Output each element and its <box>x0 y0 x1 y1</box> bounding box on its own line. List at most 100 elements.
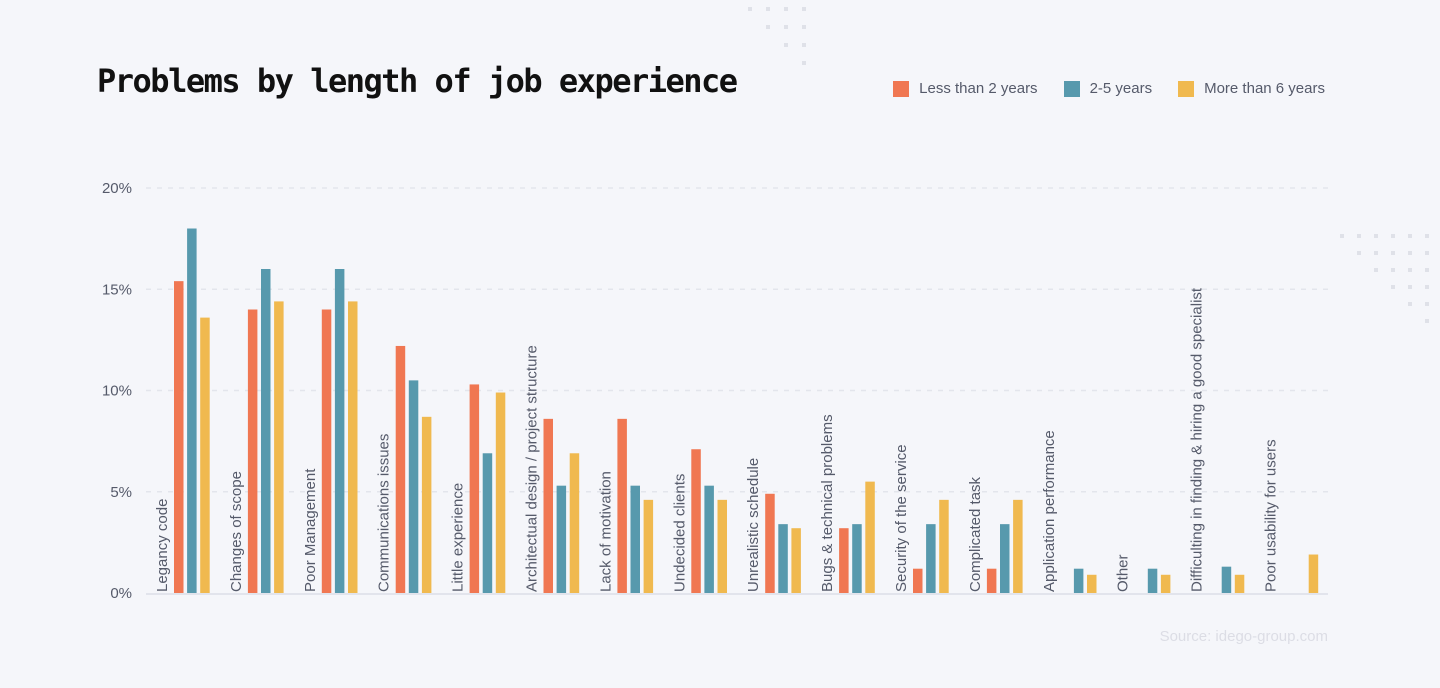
legend-item: More than 6 years <box>1178 80 1325 97</box>
legend-swatch <box>893 80 910 97</box>
bar <box>187 228 197 593</box>
decorative-dot <box>1408 285 1412 289</box>
legend-swatch <box>1063 80 1080 97</box>
decorative-dot <box>766 25 770 29</box>
decorative-dot <box>1408 268 1412 272</box>
bar <box>200 317 210 593</box>
decorative-dot <box>1408 251 1412 255</box>
bar <box>1234 574 1245 593</box>
bar <box>778 524 788 593</box>
x-category-label: Bugs & technical problems <box>819 414 836 592</box>
decorative-dot <box>1425 234 1429 238</box>
bar <box>617 418 627 593</box>
bar <box>865 481 875 593</box>
decorative-dot <box>1391 251 1395 255</box>
decorative-dot <box>1374 268 1378 272</box>
bar <box>247 309 258 593</box>
bar <box>334 269 345 593</box>
bar <box>482 453 493 593</box>
decorative-dot <box>802 7 806 11</box>
bar <box>569 453 580 593</box>
bar <box>839 528 849 593</box>
bar <box>1221 566 1232 593</box>
x-category-label: Legancy code <box>154 499 171 592</box>
bar <box>1013 499 1023 593</box>
x-category-label: Architectual design / project structure <box>524 345 541 592</box>
decorative-dot <box>784 7 788 11</box>
bar <box>691 449 701 593</box>
bar <box>395 345 406 593</box>
bar <box>261 269 271 593</box>
bar <box>986 568 997 593</box>
legend-label: More than 6 years <box>1204 80 1325 97</box>
decorative-dot <box>766 7 770 11</box>
decorative-dot <box>784 25 788 29</box>
bar <box>791 528 801 593</box>
x-category-label: Little experience <box>450 483 467 592</box>
legend-label: Less than 2 years <box>919 80 1038 97</box>
bar <box>174 281 184 593</box>
bar <box>765 493 775 593</box>
bar <box>704 485 714 593</box>
decorative-dot <box>1391 285 1395 289</box>
x-category-label: Security of the service <box>893 444 910 592</box>
chart-title: Problems by length of job experience <box>97 62 738 100</box>
decorative-dot <box>802 43 806 47</box>
decorative-dot <box>1425 319 1429 323</box>
bar <box>1087 574 1097 593</box>
x-category-label: Poor Management <box>302 468 319 592</box>
decorative-dot <box>1408 234 1412 238</box>
x-category-label: Complicated task <box>967 476 984 592</box>
bar <box>926 524 936 593</box>
y-tick-label: 15% <box>102 281 132 298</box>
source-note: Source: idego-group.com <box>1159 628 1328 645</box>
decorative-dot <box>1425 302 1429 306</box>
bar <box>274 301 284 593</box>
bar <box>321 309 332 593</box>
decorative-dot <box>1391 268 1395 272</box>
decorative-dot <box>748 7 752 11</box>
bar <box>1000 524 1010 593</box>
bar <box>1308 554 1319 593</box>
x-category-label: Poor usability for users <box>1263 439 1280 592</box>
bar <box>1160 574 1171 593</box>
x-category-label: Lack of motivation <box>597 471 614 592</box>
bar <box>495 392 506 593</box>
legend: Less than 2 years 2-5 years More than 6 … <box>893 80 1325 97</box>
x-category-label: Unrealistic schedule <box>745 458 762 592</box>
bar <box>630 485 640 593</box>
x-category-label: Changes of scope <box>228 471 245 592</box>
decorative-dot <box>1340 234 1344 238</box>
decorative-dot <box>1374 251 1378 255</box>
x-category-label: Application performance <box>1041 430 1058 592</box>
decorative-dot <box>1425 251 1429 255</box>
bar <box>1147 568 1158 593</box>
bar <box>1073 568 1084 593</box>
bar <box>643 499 654 593</box>
bar <box>348 301 358 593</box>
y-tick-label: 0% <box>110 585 132 602</box>
decorative-dot <box>1425 285 1429 289</box>
legend-item: Less than 2 years <box>893 80 1038 97</box>
decorative-dot <box>784 43 788 47</box>
bar <box>852 524 862 593</box>
decorative-dot <box>1374 234 1378 238</box>
decorative-dot <box>802 25 806 29</box>
bar <box>543 418 553 593</box>
bar <box>913 568 923 593</box>
x-category-label: Other <box>1115 554 1132 592</box>
decorative-dot <box>1425 268 1429 272</box>
bar <box>469 384 480 593</box>
decorative-dot <box>1408 302 1412 306</box>
decorative-dot <box>1357 234 1361 238</box>
legend-swatch <box>1178 80 1195 97</box>
legend-item: 2-5 years <box>1063 80 1153 97</box>
decorative-dot <box>802 61 806 65</box>
y-tick-label: 10% <box>102 383 132 400</box>
x-category-label: Difficulting in finding & hiring a good … <box>1189 287 1206 592</box>
bar <box>939 499 949 593</box>
legend-label: 2-5 years <box>1089 80 1153 97</box>
decorative-dot <box>1357 251 1361 255</box>
bar <box>408 380 419 593</box>
